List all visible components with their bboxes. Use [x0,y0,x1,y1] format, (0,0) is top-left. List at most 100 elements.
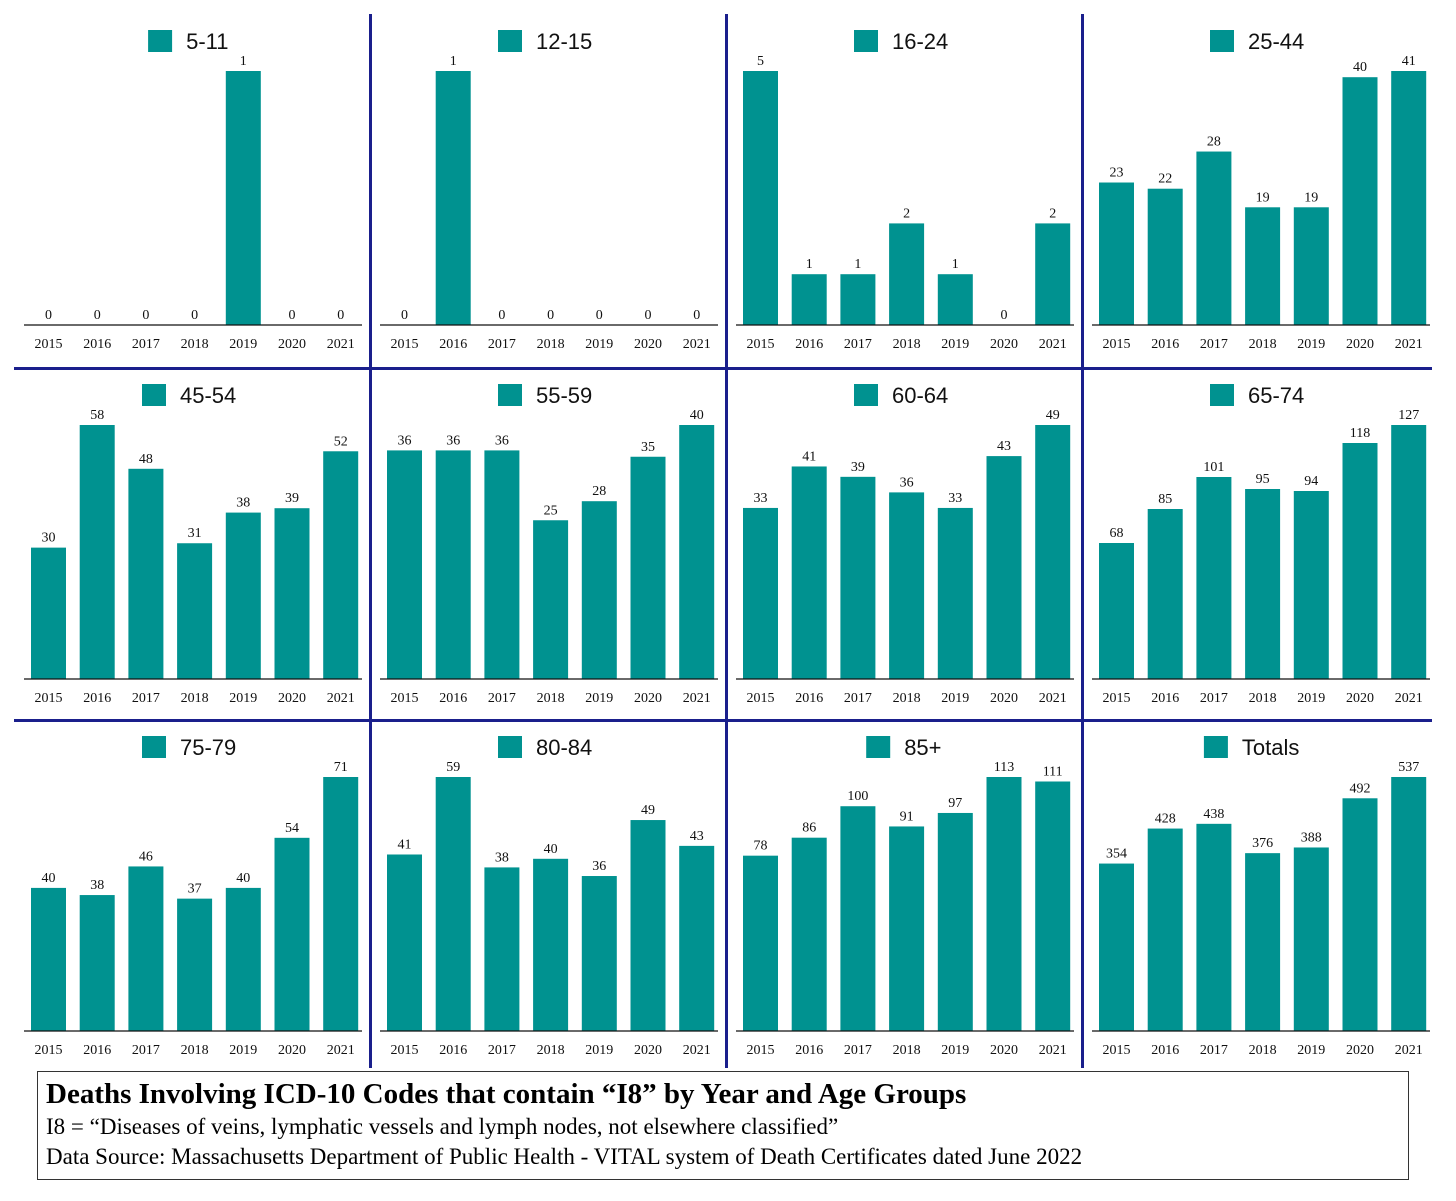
tick-label-2015: 2015 [35,691,63,706]
data-label-2020: 0 [645,308,652,323]
tick-label-2017: 2017 [844,691,872,706]
data-label-2017: 100 [847,789,868,804]
tick-label-2020: 2020 [634,337,662,352]
tick-label-2015: 2015 [35,1043,63,1058]
data-label-2017: 0 [142,308,149,323]
tick-label-2020: 2020 [1346,691,1374,706]
tick-label-2018: 2018 [1249,337,1277,352]
tick-label-2021: 2021 [683,1043,711,1058]
legend-label: 55-59 [536,383,592,408]
bar-chart: 45-54 30 2015 58 2016 48 2017 31 2018 38 2019 39 202… [24,383,362,706]
bar-2021 [323,777,359,1031]
tick-label-2021: 2021 [1395,337,1423,352]
legend-swatch [854,30,878,52]
bar-2021 [679,845,715,1031]
legend-label: 75-79 [180,735,236,760]
chart-panel-85+: 85+ 78 2015 86 2016 100 2017 91 2018 97 2019 113 202… [726,720,1081,1072]
data-label-2017: 28 [1207,135,1221,150]
bar-2021 [1035,781,1071,1031]
bar-2015 [743,855,778,1031]
bar-chart: 12-15 0 2015 1 2016 0 2017 0 2018 0 2019 0 2020 0 2021 [380,29,718,352]
tick-label-2015: 2015 [747,691,775,706]
bar-2018 [1245,489,1281,679]
bar-chart: 75-79 40 2015 38 2016 46 2017 37 2018 40 2019 54 202… [24,735,362,1058]
data-label-2016: 428 [1155,812,1176,827]
data-label-2021: 2 [1049,206,1056,221]
data-label-2019: 1 [240,54,247,69]
data-label-2015: 78 [754,839,768,854]
tick-label-2016: 2016 [83,1043,111,1058]
bar-2015 [743,507,778,679]
bar-2016 [791,466,827,679]
bar-chart: 25-44 23 2015 22 2016 28 2017 19 2018 19 2019 40 202… [1092,29,1430,352]
data-label-2018: 91 [900,809,914,824]
tick-label-2017: 2017 [132,691,160,706]
data-label-2015: 33 [754,491,768,506]
bar-chart: 16-24 5 2015 1 2016 1 2017 2 2018 1 2019 0 2020 2 2021 [736,29,1074,352]
data-label-2019: 38 [236,496,250,511]
data-label-2019: 94 [1304,474,1318,489]
tick-label-2020: 2020 [990,1043,1018,1058]
tick-label-2019: 2019 [1297,337,1325,352]
tick-label-2019: 2019 [1297,691,1325,706]
bar-2019 [937,507,973,679]
data-label-2018: 0 [191,308,198,323]
data-label-2020: 35 [641,440,655,455]
data-label-2017: 39 [851,460,865,475]
tick-label-2021: 2021 [1039,337,1067,352]
tick-label-2017: 2017 [1200,1043,1228,1058]
vertical-divider-3 [1081,14,1084,1068]
legend: 85+ [866,735,942,760]
bar-2015 [1099,863,1134,1031]
bar-2019 [581,876,617,1031]
legend: Totals [1203,735,1299,760]
tick-label-2015: 2015 [1103,1043,1131,1058]
vertical-divider-2 [725,14,728,1068]
bar-2017 [840,476,876,679]
tick-label-2015: 2015 [747,337,775,352]
data-label-2019: 0 [596,308,603,323]
legend-swatch [1210,30,1234,52]
tick-label-2016: 2016 [439,691,467,706]
tick-label-2016: 2016 [1151,337,1179,352]
tick-label-2017: 2017 [132,1043,160,1058]
tick-label-2019: 2019 [585,337,613,352]
bar-2016 [791,837,827,1031]
tick-label-2015: 2015 [35,337,63,352]
bar-2021 [679,425,715,679]
bar-2019 [581,501,617,679]
bar-2016 [1147,828,1183,1031]
data-label-2016: 59 [446,760,460,775]
data-label-2021: 0 [337,308,344,323]
data-label-2017: 0 [498,308,505,323]
tick-label-2021: 2021 [327,1043,355,1058]
tick-label-2019: 2019 [941,337,969,352]
data-label-2021: 537 [1398,760,1419,775]
tick-label-2017: 2017 [132,337,160,352]
bar-2015 [1099,182,1134,325]
tick-label-2020: 2020 [990,691,1018,706]
data-label-2015: 354 [1106,847,1127,862]
data-label-2018: 36 [900,475,914,490]
chart-panel-16-24: 16-24 5 2015 1 2016 1 2017 2 2018 1 2019 0 2020 2 2021 [726,14,1081,366]
bar-2019 [1293,847,1329,1031]
tick-label-2017: 2017 [1200,691,1228,706]
bar-2021 [1391,777,1427,1031]
bar-2017 [1196,477,1232,679]
vertical-divider-1 [369,14,372,1068]
legend: 12-15 [498,29,592,54]
bar-2017 [1196,823,1232,1031]
data-label-2021: 0 [693,308,700,323]
legend-label: 12-15 [536,29,592,54]
data-label-2016: 38 [90,878,104,893]
bar-2020 [274,508,310,679]
bar-2020 [1342,443,1378,679]
data-label-2021: 71 [334,760,348,775]
tick-label-2021: 2021 [683,691,711,706]
data-label-2017: 1 [854,257,861,272]
data-label-2017: 38 [495,850,509,865]
bar-2015 [743,71,778,325]
legend: 65-74 [1210,383,1304,408]
data-label-2015: 36 [398,433,412,448]
bar-chart: Totals 354 2015 428 2016 438 2017 376 2018 388 201… [1092,735,1430,1058]
